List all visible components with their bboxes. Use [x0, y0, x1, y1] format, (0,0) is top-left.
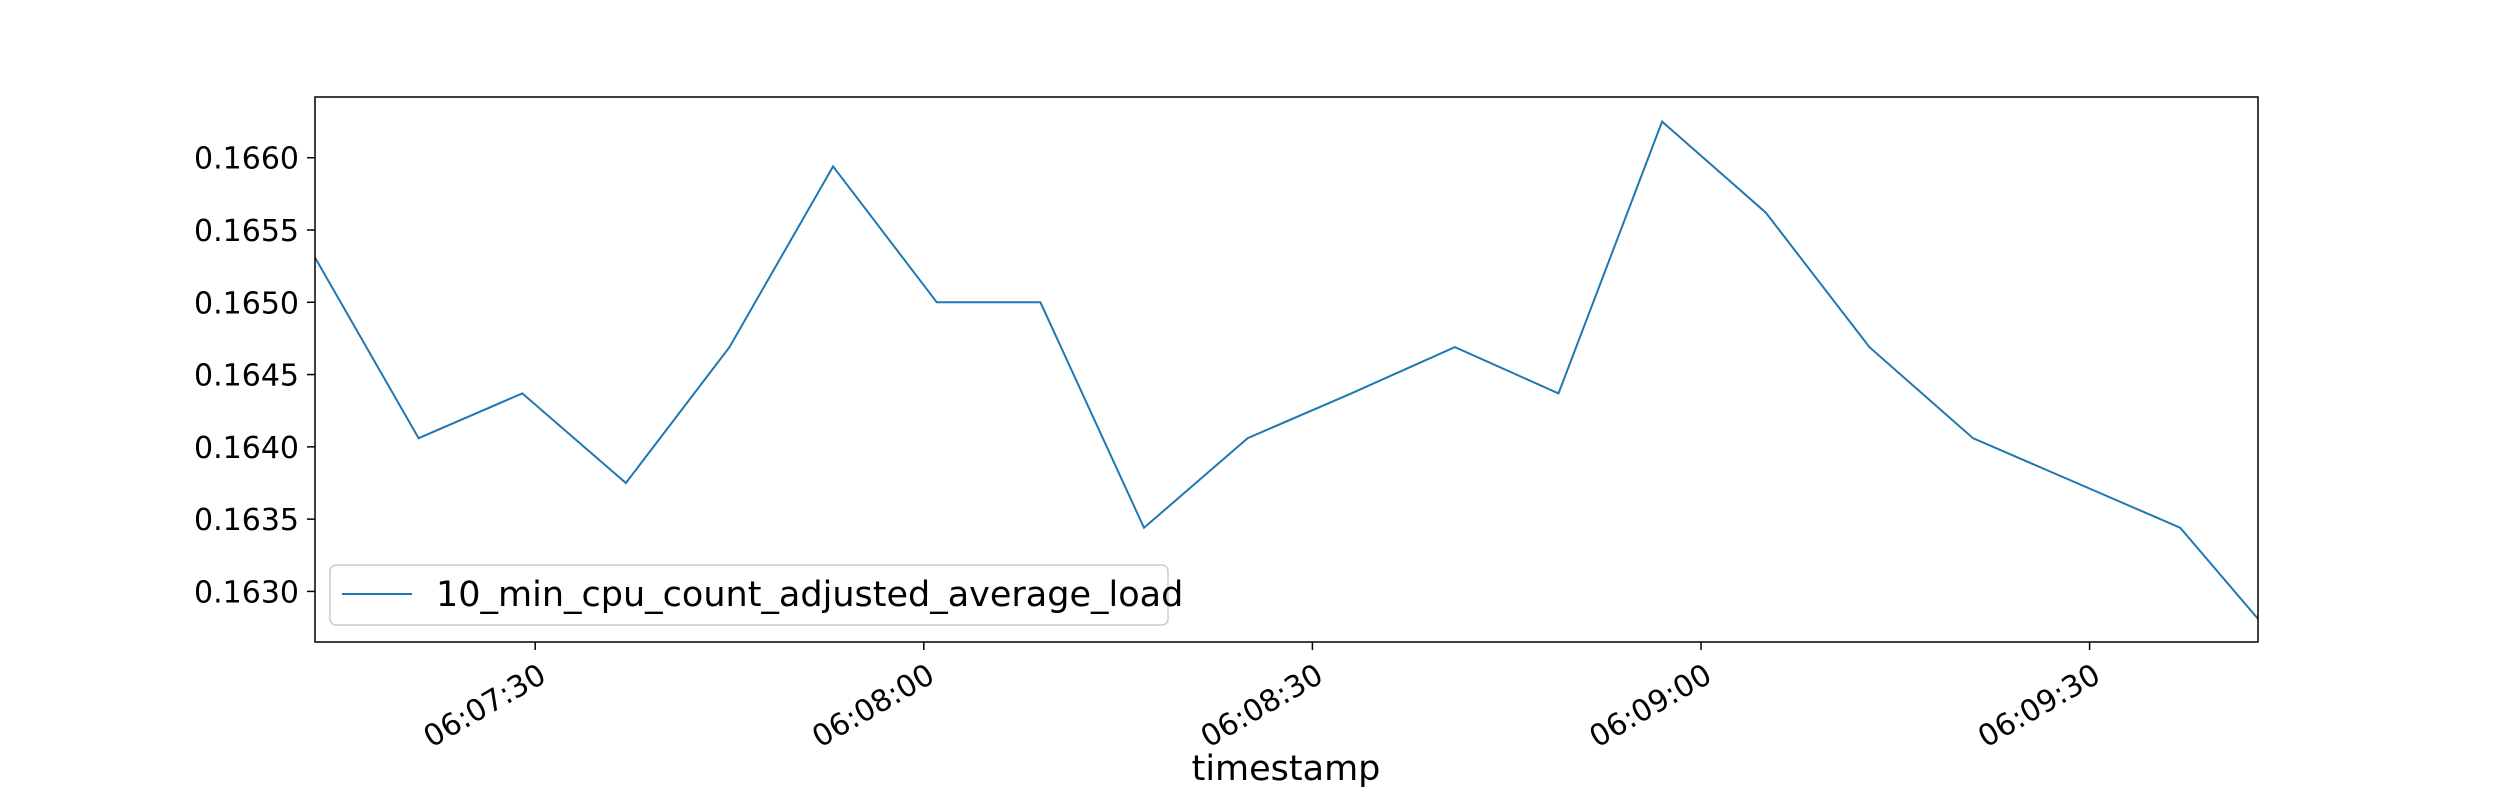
y-tick-label: 0.1630 — [194, 575, 299, 610]
y-tick-label: 0.1655 — [194, 214, 299, 249]
y-tick-label: 0.1650 — [194, 286, 299, 321]
y-axis: 0.1630 0.1635 0.1640 0.1645 0.1650 0.1655 0.16… — [194, 142, 315, 610]
y-tick-label: 0.1645 — [194, 359, 299, 394]
y-tick-label: 0.1660 — [194, 142, 299, 177]
legend-label: 10_min_cpu_count_adjusted_average_load — [436, 575, 1183, 615]
series-lines — [314, 119, 2259, 620]
y-tick-label: 0.1640 — [194, 431, 299, 466]
legend: 10_min_cpu_count_adjusted_average_load — [329, 564, 1183, 626]
plot-frame — [314, 96, 2259, 643]
legend-box — [329, 564, 1169, 626]
x-axis-title: timestamp — [1192, 749, 1381, 789]
series-line — [314, 119, 2259, 620]
y-tick-label: 0.1635 — [194, 503, 299, 538]
